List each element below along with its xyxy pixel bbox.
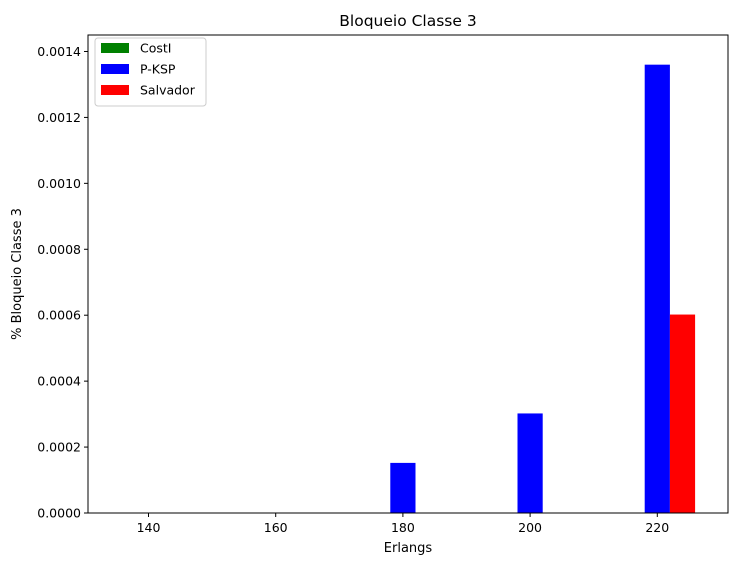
chart-title: Bloqueio Classe 3: [339, 12, 476, 30]
y-tick-label: 0.0004: [37, 374, 81, 389]
legend-swatch-salvador: [101, 85, 129, 95]
y-tick-label: 0.0010: [37, 176, 81, 191]
legend-label-salvador: Salvador: [140, 83, 196, 98]
x-tick-label: 220: [645, 520, 669, 535]
x-tick-label: 160: [264, 520, 288, 535]
x-axis-ticks: 140 160 180 200 220: [137, 513, 669, 535]
y-axis-label: % Bloqueio Classe 3: [10, 208, 25, 340]
legend-label-costi: CostI: [140, 41, 171, 56]
plot-frame: [87, 34, 729, 514]
y-tick-label: 0.0002: [37, 440, 81, 455]
x-axis-label: Erlangs: [384, 541, 433, 556]
y-tick-label: 0.0006: [37, 308, 81, 323]
legend-swatch-p-ksp: [101, 64, 129, 74]
legend-swatch-costi: [101, 43, 129, 53]
y-tick-label: 0.0008: [37, 242, 81, 257]
legend: CostI P-KSP Salvador: [94, 37, 207, 107]
x-tick-label: 200: [518, 520, 542, 535]
x-tick-label: 140: [137, 520, 161, 535]
bars-group: [390, 64, 696, 513]
y-tick-label: 0.0000: [37, 506, 81, 521]
bar-p-ksp-180: [390, 462, 416, 513]
bar-salvador-220: [669, 314, 696, 513]
x-tick-label: 180: [391, 520, 415, 535]
legend-label-p-ksp: P-KSP: [140, 62, 176, 77]
y-axis-ticks: 0.0000 0.0002 0.0004 0.0006 0.0008 0.0010 0.00…: [37, 44, 88, 521]
y-tick-label: 0.0014: [37, 44, 81, 59]
y-tick-label: 0.0012: [37, 110, 81, 125]
bar-p-ksp-200: [517, 413, 543, 513]
bar-p-ksp-220: [644, 64, 670, 513]
